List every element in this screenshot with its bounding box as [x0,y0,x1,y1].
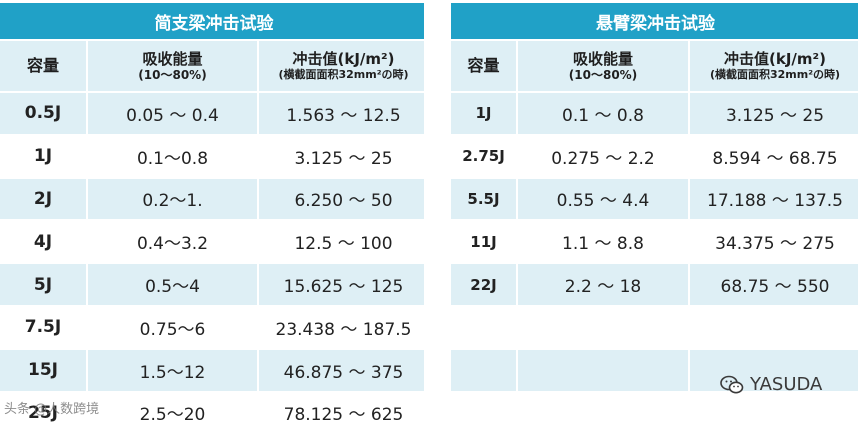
table-cell-impact-empty [690,306,858,348]
izod-impact-table: 悬臂梁冲击试验 容量 吸收能量 (10～80%) 冲击值(kJ/m²) (横截面… [451,3,858,426]
header-capacity: 容量 [0,41,86,91]
table-cell-impact: 78.125 ～ 625 [259,392,424,426]
table-cell-capacity: 1J [451,93,516,134]
table-cell-capacity: 25J [0,392,86,426]
table-cell-impact: 12.5 ～ 100 [259,221,424,263]
table-cell-impact: 34.375 ～ 275 [690,221,858,263]
table-cell-impact: 23.438 ～ 187.5 [259,306,424,348]
header-absorbed-energy-label: 吸收能量 [142,49,203,68]
watermark-right: YASUDA [720,374,822,395]
table-cell-energy: 0.75～6 [88,306,257,348]
table-cell-capacity: 2.75J [451,135,516,177]
table-cell-impact: 8.594 ～ 68.75 [690,135,858,177]
table-cell-impact: 46.875 ～ 375 [259,349,424,391]
header-absorbed-energy: 吸收能量 (10～80%) [88,41,257,91]
table-cell-impact: 6.250 ～ 50 [259,178,424,220]
header-impact-value: 冲击值(kJ/m²) (横截面面积32mm²の時) [259,41,424,91]
table-cell-impact: 3.125 ～ 25 [690,93,858,134]
table-cell-energy: 2.2 ～ 18 [518,264,688,305]
table-cell-capacity: 5J [0,264,86,305]
table-cell-capacity: 11J [451,221,516,263]
table-cell-impact: 17.188 ～ 137.5 [690,178,858,220]
header-absorbed-energy-range: (10～80%) [568,67,638,82]
table-cell-capacity-empty [451,306,516,348]
table-cell-impact: 3.125 ～ 25 [259,135,424,177]
table-cell-capacity: 1J [0,135,86,177]
watermark-left: 头条 @人数跨境 [4,402,100,417]
table-cell-capacity: 2J [0,178,86,220]
table-cell-impact-empty [690,392,858,426]
table-cell-impact: 15.625 ～ 125 [259,264,424,305]
table-cell-capacity-empty [451,392,516,426]
header-absorbed-energy-range: (10～80%) [138,67,207,82]
table-cell-capacity: 5.5J [451,178,516,220]
table-title: 悬臂梁冲击试验 [451,3,858,39]
table-cell-impact-empty [690,349,858,391]
table-cell-impact: 68.75 ～ 550 [690,264,858,305]
table-cell-energy: 1.1 ～ 8.8 [518,221,688,263]
watermark-right-label: YASUDA [750,374,823,395]
table-cell-energy: 1.5～12 [88,349,257,391]
table-cell-energy: 0.4～3.2 [88,221,257,263]
table-cell-energy: 0.55 ～ 4.4 [518,178,688,220]
table-title: 简支梁冲击试验 [0,3,424,39]
table-cell-energy-empty [518,306,688,348]
header-absorbed-energy: 吸收能量 (10～80%) [518,41,688,91]
table-cell-capacity: 0.5J [0,93,86,134]
table-cell-capacity: 7.5J [0,306,86,348]
table-cell-energy: 0.275 ～ 2.2 [518,135,688,177]
header-impact-value-note: (横截面面积32mm²の時) [709,68,841,82]
table-cell-energy-empty [518,349,688,391]
header-impact-value: 冲击值(kJ/m²) (横截面面积32mm²の時) [690,41,858,91]
table-cell-energy: 2.5～20 [88,392,257,426]
table-cell-energy: 0.5～4 [88,264,257,305]
table-cell-energy-empty [518,392,688,426]
table-cell-energy: 0.05 ～ 0.4 [88,93,257,134]
table-cell-capacity: 15J [0,349,86,391]
wechat-icon [720,375,744,395]
table-cell-capacity-empty [451,349,516,391]
header-impact-value-label: 冲击值(kJ/m²) [292,50,395,69]
charpy-impact-table: 简支梁冲击试验 容量 吸收能量 (10～80%) 冲击值(kJ/m²) (横截面… [0,3,424,426]
header-absorbed-energy-label: 吸收能量 [572,49,633,68]
header-impact-value-note: (横截面面积32mm²の時) [278,68,409,82]
table-cell-impact: 1.563 ～ 12.5 [259,93,424,134]
table-cell-energy: 0.1～0.8 [88,135,257,177]
table-cell-energy: 0.1 ～ 0.8 [518,93,688,134]
header-impact-value-label: 冲击值(kJ/m²) [724,50,826,69]
table-cell-capacity: 22J [451,264,516,305]
header-capacity: 容量 [451,41,516,91]
table-cell-capacity: 4J [0,221,86,263]
table-cell-energy: 0.2～1. [88,178,257,220]
